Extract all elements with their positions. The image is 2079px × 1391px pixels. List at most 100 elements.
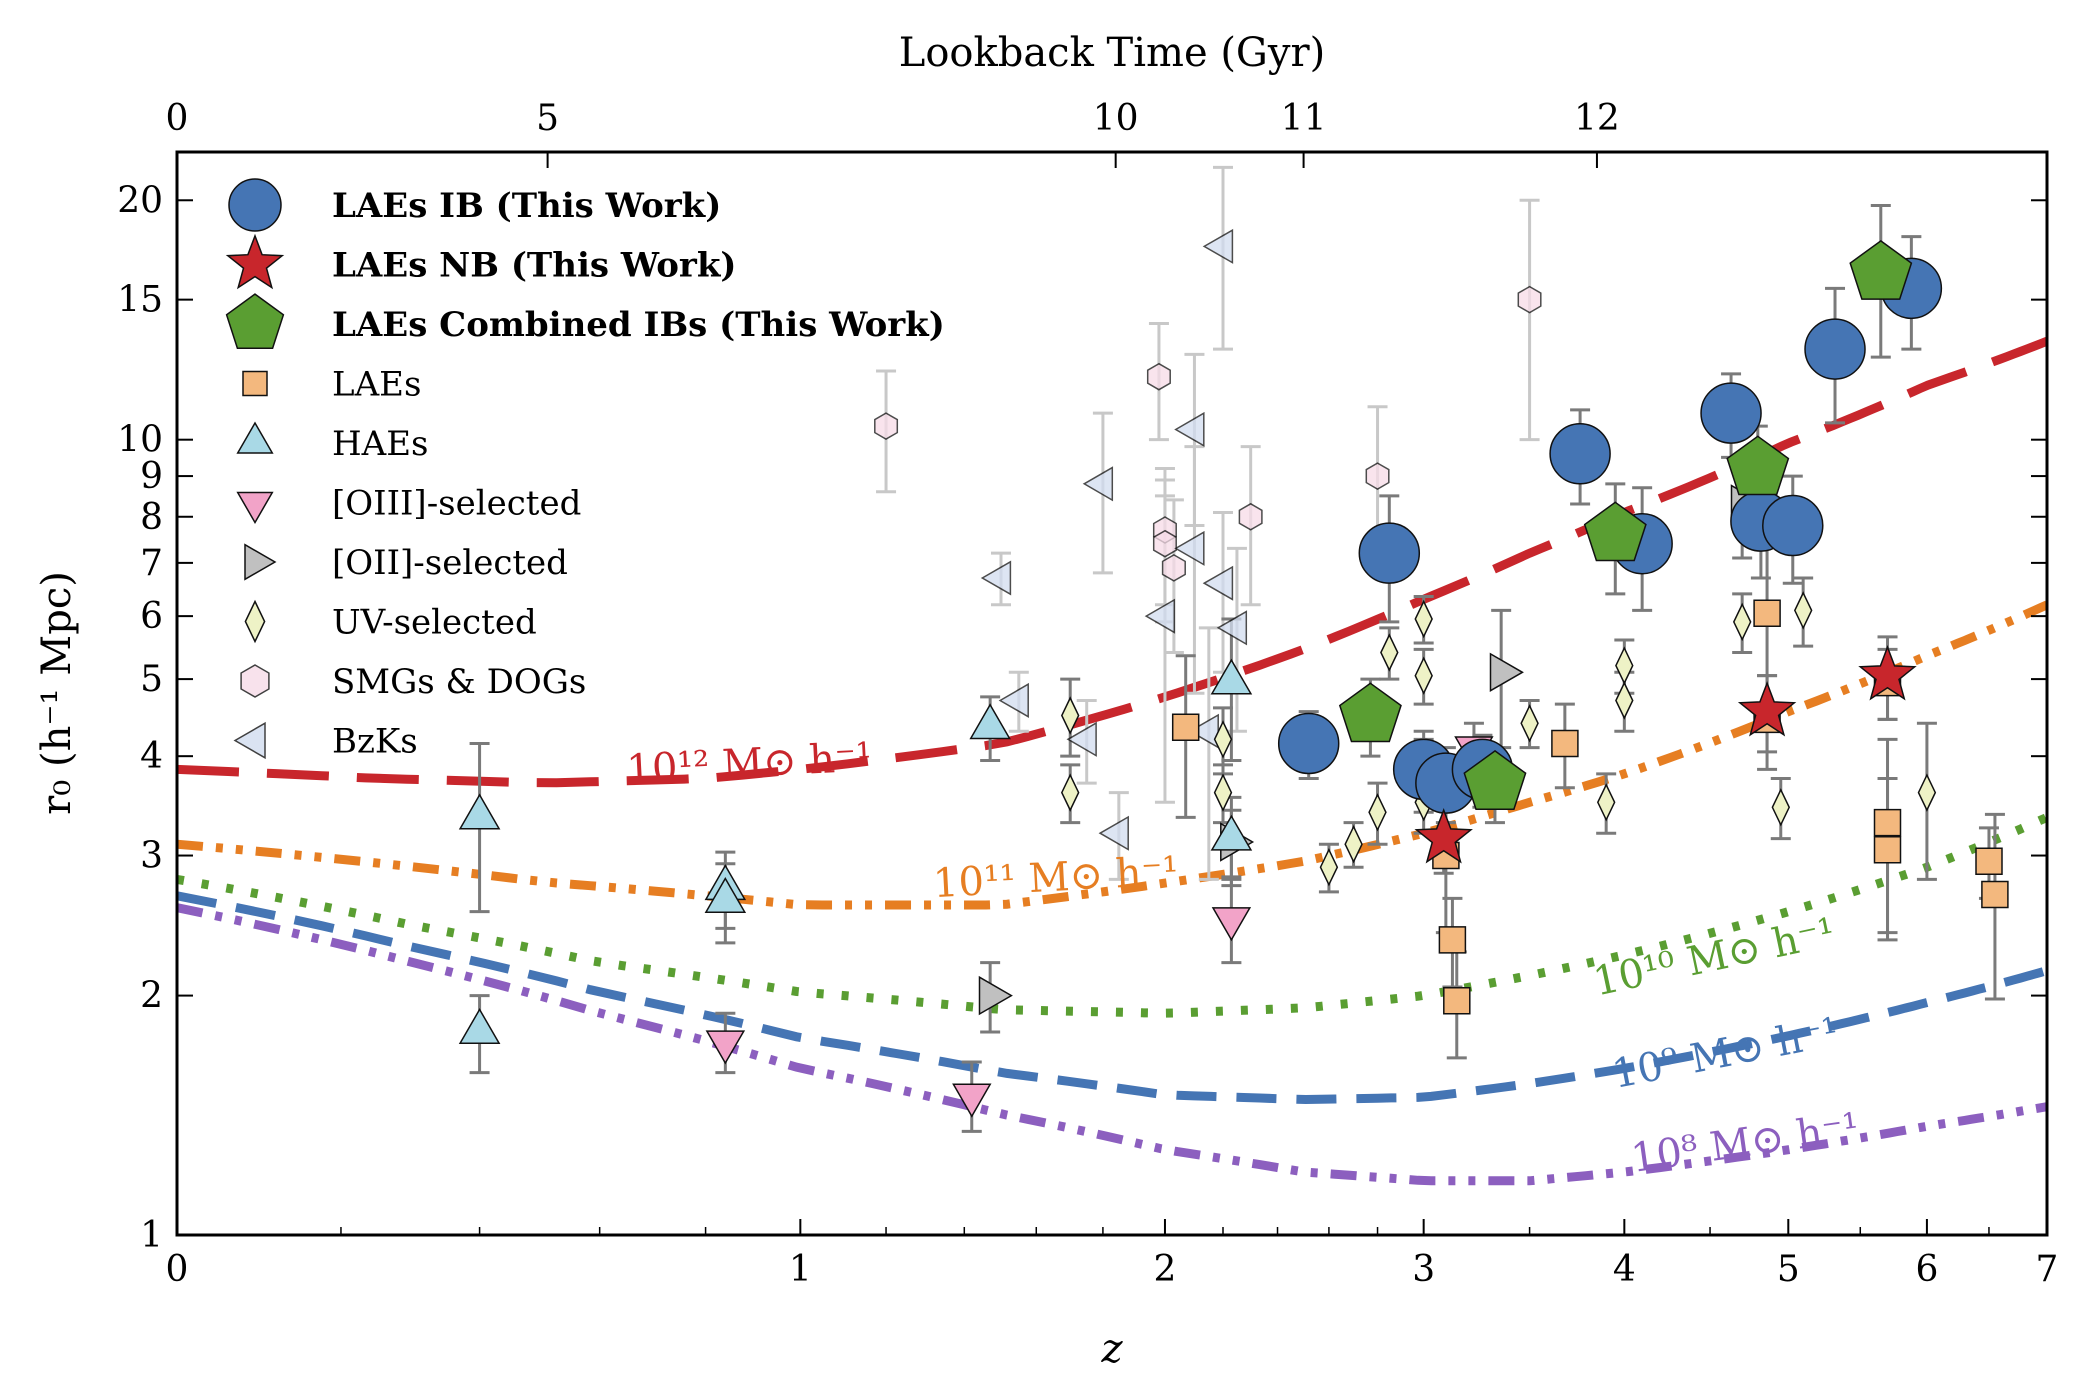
y-tick-label-0: 1 xyxy=(140,1215,163,1256)
oiii-selected-point xyxy=(705,1030,746,1065)
x-tick-label-7: 7 xyxy=(2036,1249,2059,1290)
laes-point xyxy=(1873,808,1902,837)
bzks-point xyxy=(1174,530,1205,566)
laes-point xyxy=(1443,987,1471,1015)
laes-nb-this-work-point xyxy=(1737,680,1797,737)
bzks-errbar xyxy=(1212,165,1233,351)
laes-combined-ibs-this-work-point xyxy=(1849,239,1913,300)
legend-marker-7 xyxy=(244,599,266,644)
y-tick-label-4: 5 xyxy=(140,659,163,700)
uv-selected-point xyxy=(1414,656,1433,695)
smgs-dogs-point xyxy=(1517,285,1542,314)
legend-marker-9 xyxy=(233,721,266,760)
uv-selected-point xyxy=(1060,696,1080,735)
bzks-point xyxy=(1144,598,1176,634)
y-tick-label-8: 9 xyxy=(140,456,163,497)
smgs-dogs-errbar xyxy=(1519,198,1540,442)
laes-combined-ibs-this-work-point xyxy=(1463,749,1527,810)
x-tick-label-6: 6 xyxy=(1915,1249,1938,1290)
halo-curve-2 xyxy=(177,813,2047,1018)
x-tick-label-1: 1 xyxy=(789,1249,812,1290)
bzks-errbar xyxy=(1198,626,1219,881)
x-tick-label-0: 0 xyxy=(166,1249,189,1290)
uv-selected-point xyxy=(1917,773,1937,812)
y-axis-label: r₀ (h⁻¹ Mpc) xyxy=(34,571,80,815)
top-axis-label: Lookback Time (Gyr) xyxy=(899,30,1325,76)
legend-label-2: LAEs Combined IBs (This Work) xyxy=(332,305,945,345)
laes-point xyxy=(1873,836,1902,864)
halo-curve-0 xyxy=(177,337,2047,788)
legend-label-5: [OIII]-selected xyxy=(332,484,581,524)
legend-label-0: LAEs IB (This Work) xyxy=(332,186,721,226)
haes-point xyxy=(458,1008,501,1044)
legend-label-6: [OII]-selected xyxy=(332,543,568,583)
oii-selected-point xyxy=(1489,652,1524,692)
haes-point xyxy=(458,793,501,830)
laes-nb-this-work-point xyxy=(1414,807,1473,864)
legend-marker-6 xyxy=(244,543,277,581)
legend-label-9: BzKs xyxy=(332,722,418,762)
smgs-dogs-point xyxy=(1152,529,1177,558)
top-tick-label-2: 10 xyxy=(1093,98,1139,139)
uv-selected-point xyxy=(1771,788,1791,827)
bzks-point xyxy=(998,682,1029,718)
y-tick-label-1: 2 xyxy=(140,976,163,1017)
smgs-dogs-point xyxy=(874,412,899,440)
x-tick-label-5: 5 xyxy=(1777,1249,1800,1290)
data-points xyxy=(458,228,2009,1118)
laes-ib-this-work-point xyxy=(1700,382,1762,444)
legend-marker-5 xyxy=(236,491,274,525)
halo-curve-label-0: 10¹² M⊙ h⁻¹ xyxy=(625,734,873,793)
laes-ib-this-work-point xyxy=(1277,712,1340,775)
uv-selected-point xyxy=(1596,783,1616,822)
haes-point xyxy=(1210,658,1253,695)
uv-selected-point xyxy=(1319,847,1339,887)
halo-curve-label-3: 10⁹ M⊙ h⁻¹ xyxy=(1608,1009,1842,1098)
uv-selected-point xyxy=(1520,704,1539,743)
bzks-point xyxy=(1098,815,1129,851)
legend-label-8: SMGs & DOGs xyxy=(332,662,586,702)
top-tick-label-0: 0 xyxy=(166,98,189,139)
haes-point xyxy=(704,876,747,914)
top-tick-label-3: 11 xyxy=(1281,98,1327,139)
laes-point xyxy=(1753,599,1781,628)
laes-combined-ibs-this-work-point xyxy=(1726,435,1790,496)
y-tick-label-3: 4 xyxy=(140,736,163,777)
oii-selected-point xyxy=(978,975,1013,1016)
legend-label-4: HAEs xyxy=(332,424,428,464)
smgs-dogs-point xyxy=(1238,502,1263,531)
uv-selected-point xyxy=(1615,646,1634,685)
halo-curve-4 xyxy=(177,903,2047,1186)
legend-marker-1 xyxy=(225,233,285,290)
y-tick-label-2: 3 xyxy=(140,836,163,877)
uv-selected-point xyxy=(1213,720,1233,759)
uv-selected-point xyxy=(1213,773,1233,812)
legend-label-1: LAEs NB (This Work) xyxy=(332,246,736,286)
x-tick-label-2: 2 xyxy=(1154,1249,1177,1290)
y-tick-label-9: 10 xyxy=(117,420,163,461)
legend-label-3: LAEs xyxy=(332,365,421,405)
laes-point xyxy=(1975,847,2003,876)
laes-ib-this-work-point xyxy=(1358,522,1421,584)
smgs-dogs-point xyxy=(1146,362,1171,391)
x-axis: 0 1 2 3 4 5 6 7 xyxy=(166,1219,2059,1290)
plot-frame xyxy=(175,150,2049,1237)
x-tick-label-4: 4 xyxy=(1613,1249,1636,1290)
bzks-point xyxy=(1202,228,1234,264)
legend-marker-4 xyxy=(236,421,274,454)
halo-curve-1 xyxy=(177,600,2047,910)
bzks-point xyxy=(1066,721,1097,757)
oiii-selected-point xyxy=(952,1083,992,1118)
uv-selected-point xyxy=(1344,824,1363,864)
laes-combined-ibs-this-work-point xyxy=(1338,682,1402,743)
halo-curves xyxy=(177,337,2047,1186)
legend-marker-0 xyxy=(228,178,282,232)
uv-selected-point xyxy=(1793,591,1813,630)
legend: LAEs IB (This Work) LAEs NB (This Work) LA… xyxy=(225,178,945,762)
uv-selected-point xyxy=(1060,773,1080,812)
haes-point xyxy=(969,703,1011,740)
y-tick-label-10: 15 xyxy=(117,280,163,321)
uv-selected-point xyxy=(1732,602,1752,642)
